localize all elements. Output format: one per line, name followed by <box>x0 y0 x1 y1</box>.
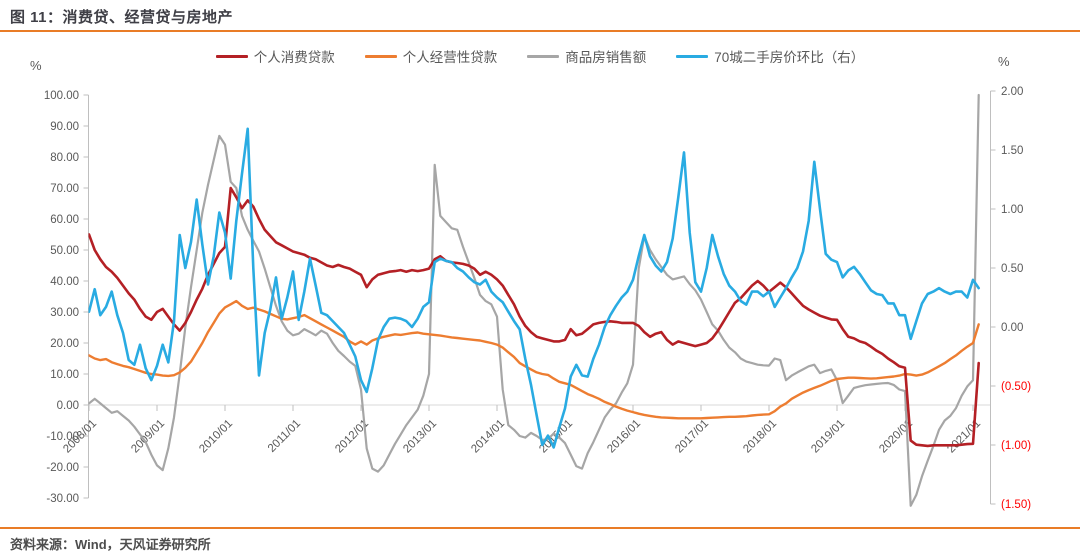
left-axis-tick-label: 50.00 <box>50 245 79 257</box>
x-axis-tick-label: 2011/01 <box>266 418 303 455</box>
legend-item-housing-sales: 商品房销售额 <box>527 46 646 66</box>
legend-swatch-business-loans <box>364 54 397 58</box>
source-note: 资料来源：Wind，天风证券研究所 <box>10 537 211 552</box>
left-axis-tick-label: 30.00 <box>50 307 79 319</box>
x-axis-tick-label: 2014/01 <box>469 418 507 456</box>
home-price-mom-line <box>88 127 980 449</box>
legend-label: 商品房销售额 <box>565 50 647 65</box>
right-axis-tick-label: (0.50) <box>1001 381 1031 393</box>
legend-label: 个人经营性贷款 <box>402 50 498 65</box>
legend-item-consumer-loans: 个人消费贷款 <box>215 46 335 66</box>
right-axis-tick-label: 0.50 <box>1001 263 1023 275</box>
left-axis-tick-label: 40.00 <box>50 276 79 288</box>
consumer-loans-line <box>88 186 980 448</box>
legend-swatch-consumer-loans <box>215 54 248 58</box>
x-axis-tick-label: 2016/01 <box>605 418 643 456</box>
legend-item-business-loans: 个人经营性贷款 <box>364 46 498 66</box>
x-axis-tick-label: 2021/01 <box>945 418 983 456</box>
left-axis-tick-label: -10.00 <box>46 431 79 443</box>
right-axis-tick-label: 2.00 <box>1001 86 1023 98</box>
legend-item-home-price: 70城二手房价环比（右） <box>676 46 864 66</box>
x-axis-tick-label: 2010/01 <box>197 418 235 456</box>
right-axis-tick-label: 1.00 <box>1001 204 1023 216</box>
right-axis-tick-label: (1.00) <box>1001 440 1031 452</box>
x-axis-tick-label: 2018/01 <box>741 418 779 456</box>
left-axis-tick-label: 10.00 <box>50 369 79 381</box>
x-axis-tick-label: 2019/01 <box>809 418 847 456</box>
left-axis-tick-label: 60.00 <box>50 214 79 226</box>
left-axis-tick-label: 20.00 <box>50 338 79 350</box>
right-axis-unit-label: % <box>998 54 1010 69</box>
right-axis-tick-label: (1.50) <box>1001 499 1031 511</box>
legend-swatch-housing-sales <box>527 54 560 58</box>
left-axis-unit-label: % <box>30 58 42 73</box>
chart-legend: 个人消费贷款 个人经营性贷款 商品房销售额 70城二手房价环比（右） <box>0 46 1080 66</box>
right-axis-tick-label: 1.50 <box>1001 145 1023 157</box>
title-divider <box>0 30 1080 32</box>
right-axis-tick-label: 0.00 <box>1001 322 1023 334</box>
legend-swatch-home-price <box>676 54 709 58</box>
business-loans-line <box>88 299 980 420</box>
x-axis-tick-label: 2017/01 <box>673 418 711 456</box>
left-axis-tick-label: 70.00 <box>50 183 79 195</box>
footer-divider <box>0 527 1080 529</box>
left-axis-tick-label: 90.00 <box>50 121 79 133</box>
left-axis-tick-label: 0.00 <box>57 400 79 412</box>
housing-sales-line <box>88 93 980 507</box>
left-axis-tick-label: 100.00 <box>44 90 79 102</box>
left-axis-tick-label: -30.00 <box>46 493 79 505</box>
figure-title: 图 11：消费贷、经营贷与房地产 <box>10 9 234 26</box>
legend-label: 个人消费贷款 <box>253 50 335 65</box>
left-axis-tick-label: 80.00 <box>50 152 79 164</box>
left-axis-tick-label: -20.00 <box>46 462 79 474</box>
legend-label: 70城二手房价环比（右） <box>714 50 865 65</box>
